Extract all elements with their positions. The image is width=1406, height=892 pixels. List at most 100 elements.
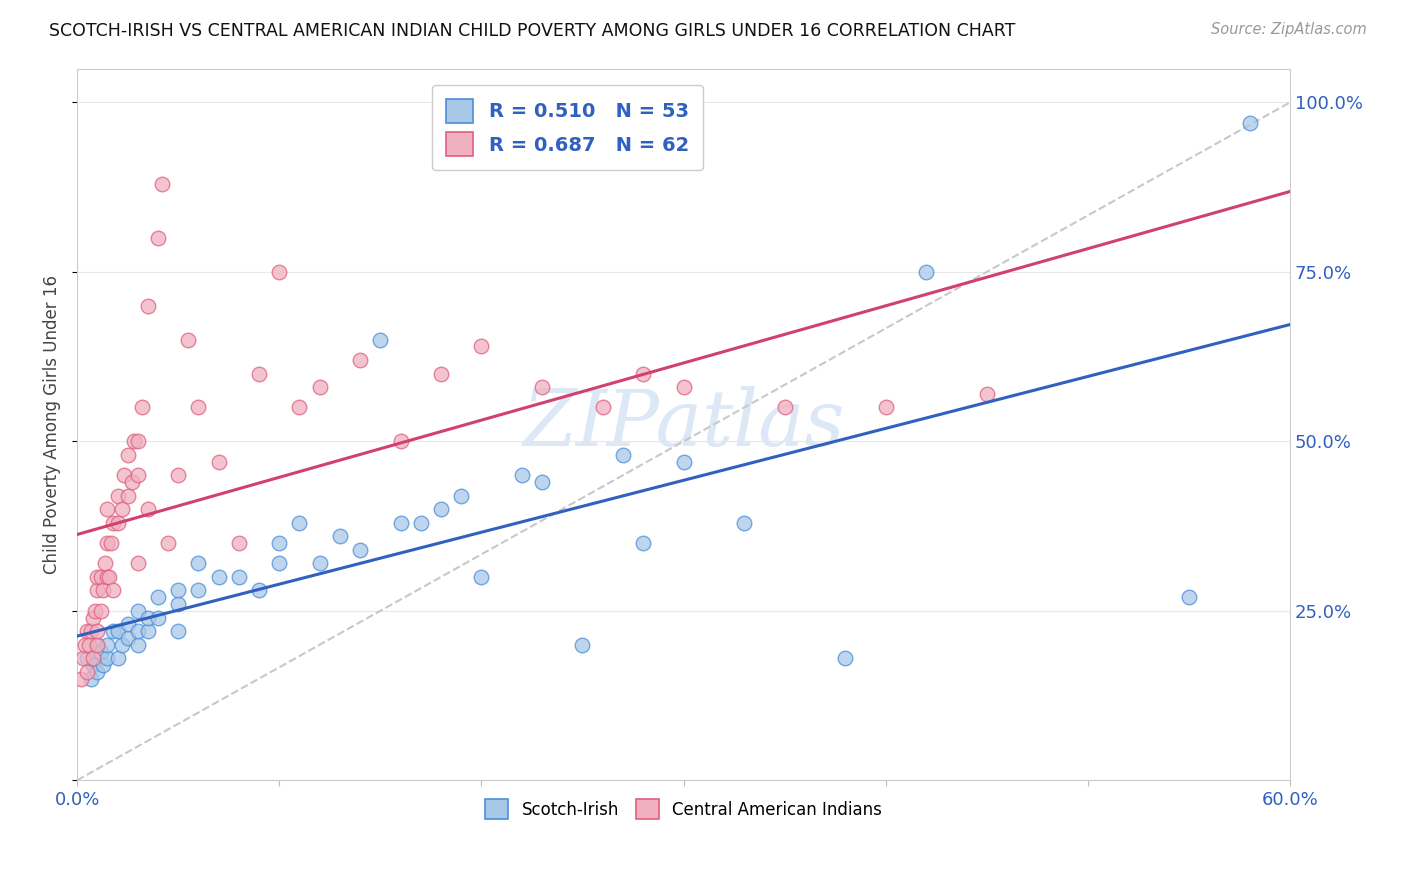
Point — [117, 617, 139, 632]
Point — [146, 231, 169, 245]
Point — [86, 638, 108, 652]
Point — [150, 177, 173, 191]
Point — [86, 570, 108, 584]
Y-axis label: Child Poverty Among Girls Under 16: Child Poverty Among Girls Under 16 — [44, 275, 60, 574]
Point — [72, 651, 94, 665]
Point — [90, 604, 112, 618]
Point — [773, 401, 796, 415]
Point — [329, 529, 352, 543]
Point — [612, 448, 634, 462]
Text: ZIPatlas: ZIPatlas — [523, 386, 845, 463]
Point — [875, 401, 897, 415]
Point — [733, 516, 755, 530]
Point — [117, 631, 139, 645]
Point — [94, 557, 117, 571]
Point — [531, 380, 554, 394]
Text: SCOTCH-IRISH VS CENTRAL AMERICAN INDIAN CHILD POVERTY AMONG GIRLS UNDER 16 CORRE: SCOTCH-IRISH VS CENTRAL AMERICAN INDIAN … — [49, 22, 1015, 40]
Point — [96, 651, 118, 665]
Point — [110, 638, 132, 652]
Point — [1239, 116, 1261, 130]
Point — [122, 434, 145, 449]
Point — [90, 644, 112, 658]
Point — [76, 651, 98, 665]
Point — [121, 475, 143, 489]
Point — [93, 658, 115, 673]
Point — [269, 536, 291, 550]
Point — [631, 536, 654, 550]
Point — [207, 570, 229, 584]
Point — [288, 516, 311, 530]
Point — [103, 516, 125, 530]
Point — [308, 557, 330, 571]
Point — [167, 583, 190, 598]
Point — [308, 380, 330, 394]
Point — [187, 401, 209, 415]
Point — [167, 597, 190, 611]
Point — [136, 299, 159, 313]
Point — [86, 665, 108, 679]
Point — [136, 502, 159, 516]
Point — [409, 516, 432, 530]
Point — [90, 570, 112, 584]
Point — [76, 624, 98, 639]
Point — [531, 475, 554, 489]
Point — [177, 333, 200, 347]
Point — [672, 455, 695, 469]
Point — [470, 339, 492, 353]
Point — [187, 583, 209, 598]
Point — [70, 672, 93, 686]
Legend: Scotch-Irish, Central American Indians: Scotch-Irish, Central American Indians — [478, 793, 889, 825]
Point — [86, 583, 108, 598]
Point — [100, 536, 122, 550]
Point — [96, 502, 118, 516]
Point — [127, 604, 149, 618]
Point — [672, 380, 695, 394]
Point — [136, 624, 159, 639]
Point — [430, 367, 453, 381]
Point — [103, 583, 125, 598]
Point — [389, 434, 412, 449]
Point — [207, 455, 229, 469]
Point — [112, 468, 135, 483]
Point — [571, 638, 593, 652]
Point — [157, 536, 180, 550]
Point — [915, 265, 938, 279]
Text: Source: ZipAtlas.com: Source: ZipAtlas.com — [1211, 22, 1367, 37]
Point — [117, 448, 139, 462]
Point — [117, 489, 139, 503]
Point — [96, 536, 118, 550]
Point — [86, 638, 108, 652]
Point — [98, 570, 121, 584]
Point — [247, 367, 270, 381]
Point — [96, 638, 118, 652]
Point — [146, 610, 169, 624]
Point — [76, 665, 98, 679]
Point — [107, 624, 129, 639]
Point — [167, 624, 190, 639]
Point — [80, 672, 103, 686]
Point — [136, 610, 159, 624]
Point — [1178, 591, 1201, 605]
Point — [976, 387, 998, 401]
Point — [93, 583, 115, 598]
Point — [84, 604, 107, 618]
Point — [82, 658, 104, 673]
Point — [389, 516, 412, 530]
Point — [107, 516, 129, 530]
Point — [288, 401, 311, 415]
Point — [228, 570, 250, 584]
Point — [510, 468, 533, 483]
Point — [75, 638, 97, 652]
Point — [127, 557, 149, 571]
Point — [107, 489, 129, 503]
Point — [86, 624, 108, 639]
Point — [80, 624, 103, 639]
Point — [167, 468, 190, 483]
Point — [82, 651, 104, 665]
Point — [107, 651, 129, 665]
Point — [269, 557, 291, 571]
Point — [228, 536, 250, 550]
Point — [146, 591, 169, 605]
Point — [127, 434, 149, 449]
Point — [349, 353, 371, 368]
